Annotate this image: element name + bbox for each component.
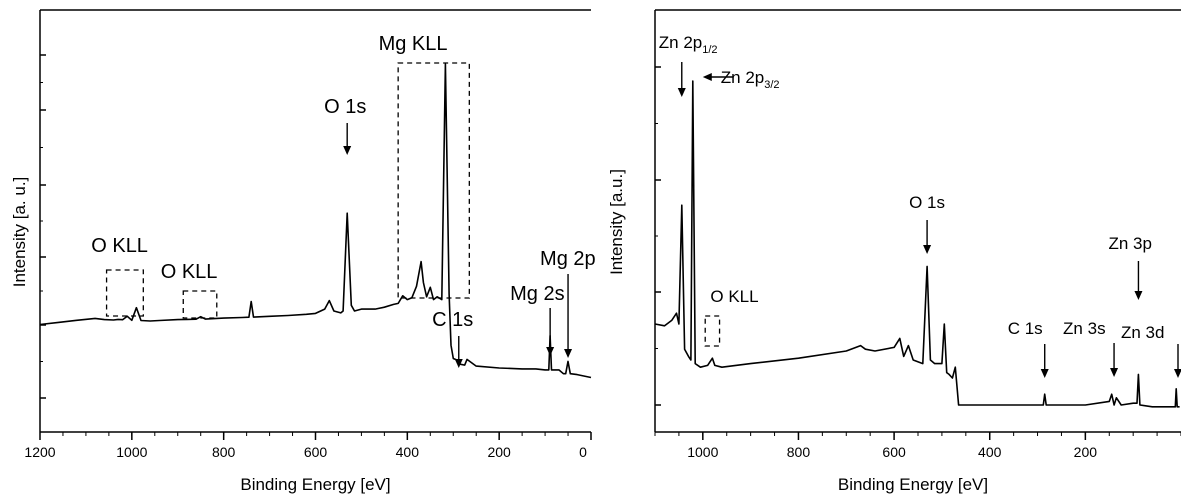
arrowhead — [1174, 369, 1181, 378]
peak-label-subscript: 3/2 — [764, 79, 779, 91]
peak-label-text: O 1s — [324, 96, 366, 118]
peak-label-text: O KLL — [161, 261, 218, 283]
peak-label-text: Zn 3s — [1063, 319, 1106, 338]
arrowhead — [454, 359, 463, 368]
peak-label: O 1s — [324, 96, 366, 118]
peak-label-text: Zn 3d — [1121, 323, 1164, 342]
peak-label: Zn 2p3/2 — [721, 68, 780, 91]
peak-label-text: C 1s — [432, 309, 473, 331]
peak-label: O KLL — [91, 235, 148, 257]
dashed-bracket-box — [704, 315, 721, 347]
arrowhead — [546, 347, 555, 356]
peak-label-text: Mg KLL — [379, 33, 448, 55]
x-tick-label: 600 — [304, 444, 328, 460]
x-tick-label: 1200 — [24, 444, 55, 460]
x-tick-label: 800 — [787, 444, 811, 460]
peak-label: Zn 3s — [1063, 319, 1106, 338]
right-chart-panel: 1000 800 600 400 200 Binding Energy [eV] Inten… — [607, 9, 1181, 494]
peak-label: O KLL — [710, 287, 758, 306]
peak-label: Mg KLL — [379, 33, 448, 55]
peak-label-text: Zn 3p — [1108, 234, 1151, 253]
peak-label-text: O KLL — [710, 287, 758, 306]
arrowhead — [1110, 368, 1119, 377]
x-axis-title: Binding Energy [eV] — [240, 475, 390, 494]
y-axis-title: Intensity [a.u.] — [607, 169, 626, 275]
left-chart-panel: 1200 1000 800 600 400 200 0 Binding Energy [eV]… — [10, 9, 596, 494]
x-axis-title: Binding Energy [eV] — [838, 475, 988, 494]
peak-label: O KLL — [161, 261, 218, 283]
peak-label: Zn 2p1/2 — [659, 33, 718, 56]
x-tick-label: 400 — [396, 444, 420, 460]
peak-label-text: O 1s — [909, 193, 945, 212]
arrowhead — [1134, 291, 1143, 300]
peak-label-text: Mg 2p — [540, 248, 596, 270]
x-tick-label: 800 — [212, 444, 236, 460]
x-tick-label: 200 — [487, 444, 511, 460]
peak-label-text: Zn 2p — [721, 68, 764, 87]
peak-label-subscript: 1/2 — [702, 44, 717, 56]
spectrum-line — [39, 63, 592, 379]
x-tick-label: 600 — [882, 444, 906, 460]
x-tick-label: 0 — [579, 444, 587, 460]
y-axis-title: Intensity [a. u.] — [10, 177, 29, 288]
x-tick-label: 400 — [978, 444, 1002, 460]
peak-label: O 1s — [909, 193, 945, 212]
arrowhead — [923, 245, 932, 254]
arrowhead — [1040, 369, 1049, 378]
peak-label: Zn 3d — [1121, 323, 1164, 342]
peak-label-text: Zn 2p — [659, 33, 702, 52]
dashed-bracket-box — [182, 290, 218, 319]
x-tick-label: 1000 — [116, 444, 147, 460]
dashed-bracket-box — [397, 62, 470, 299]
peak-label-text: C 1s — [1008, 319, 1043, 338]
arrowhead — [564, 349, 573, 358]
x-tick-label: 200 — [1074, 444, 1098, 460]
peak-label-text: Mg 2s — [510, 283, 564, 305]
arrowhead — [677, 88, 686, 97]
peak-label: Zn 3p — [1108, 234, 1151, 253]
arrowhead — [702, 73, 712, 81]
peak-label: C 1s — [1008, 319, 1043, 338]
dashed-bracket-box — [105, 269, 144, 317]
peak-label: Mg 2p — [540, 248, 596, 270]
peak-label: C 1s — [432, 309, 473, 331]
peak-label-text: O KLL — [91, 235, 148, 257]
arrowhead — [343, 146, 352, 155]
spectrum-line — [654, 80, 1180, 408]
x-tick-label: 1000 — [687, 444, 718, 460]
peak-label: Mg 2s — [510, 283, 564, 305]
